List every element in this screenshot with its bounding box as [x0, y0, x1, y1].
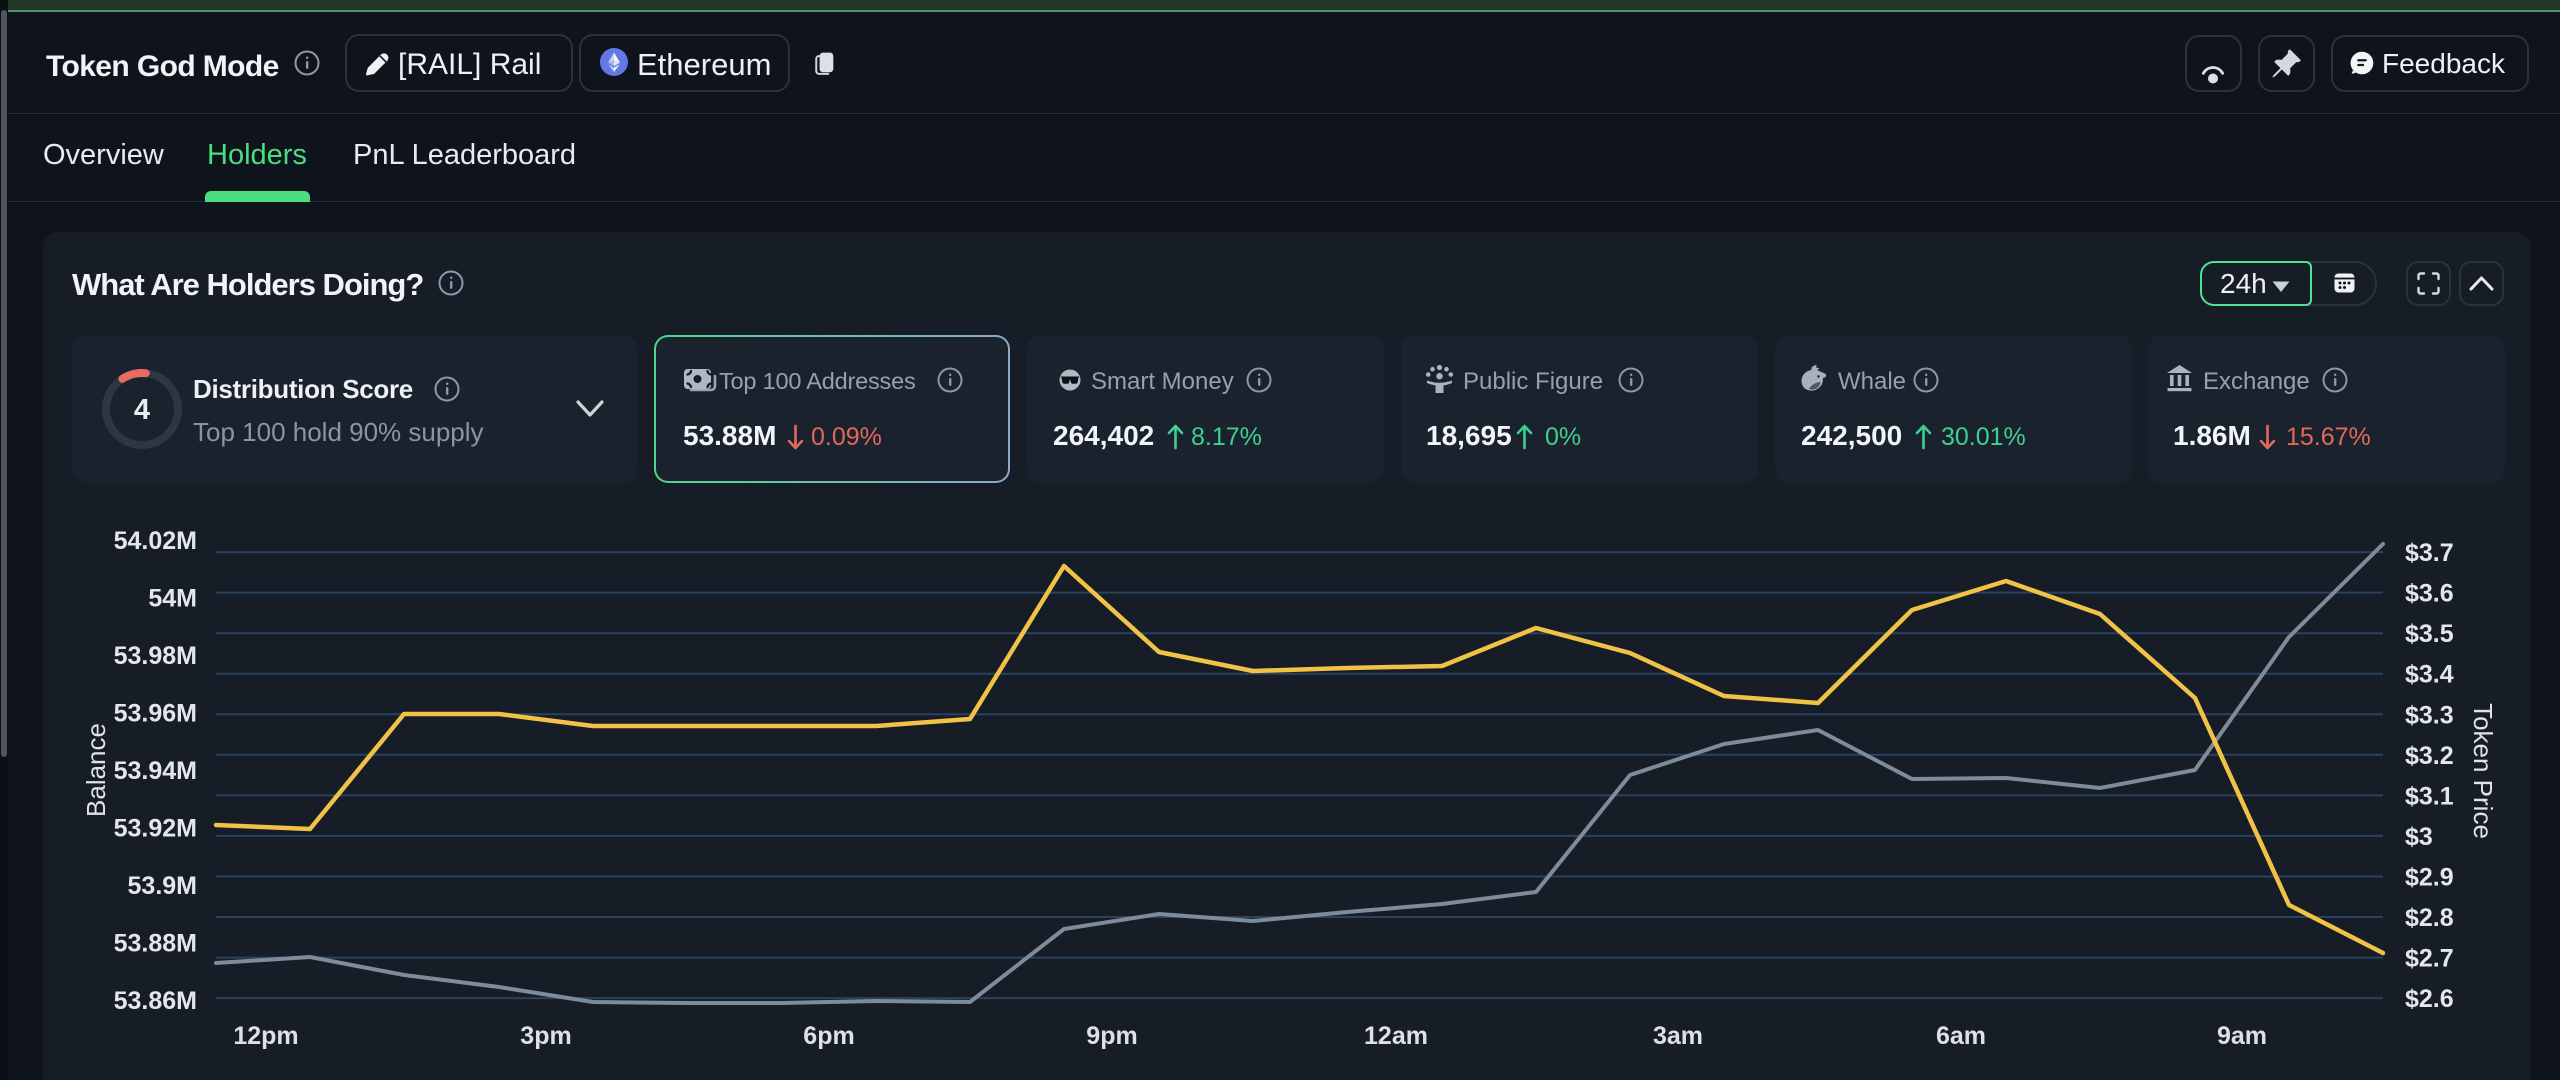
- svg-text:6pm: 6pm: [803, 1022, 854, 1050]
- svg-text:3pm: 3pm: [520, 1022, 571, 1050]
- svg-text:$3.2: $3.2: [2405, 742, 2454, 770]
- svg-text:53.86M: 53.86M: [114, 987, 197, 1015]
- svg-text:$3.6: $3.6: [2405, 580, 2454, 608]
- svg-text:$2.9: $2.9: [2405, 864, 2454, 892]
- svg-text:$3.3: $3.3: [2405, 701, 2454, 729]
- svg-text:$2.8: $2.8: [2405, 904, 2454, 932]
- svg-text:53.96M: 53.96M: [114, 700, 197, 728]
- svg-text:$3: $3: [2405, 823, 2433, 851]
- svg-text:Balance: Balance: [81, 723, 111, 817]
- svg-text:9am: 9am: [2217, 1022, 2267, 1050]
- svg-text:$2.7: $2.7: [2405, 945, 2454, 973]
- svg-text:$3.7: $3.7: [2405, 539, 2454, 567]
- svg-text:$3.4: $3.4: [2405, 661, 2454, 689]
- svg-text:9pm: 9pm: [1086, 1022, 1137, 1050]
- svg-text:53.98M: 53.98M: [114, 642, 197, 670]
- svg-text:$3.1: $3.1: [2405, 782, 2454, 810]
- svg-text:$2.6: $2.6: [2405, 985, 2454, 1013]
- svg-text:$3.5: $3.5: [2405, 620, 2454, 648]
- svg-text:3am: 3am: [1653, 1022, 1703, 1050]
- svg-text:4: 4: [134, 394, 150, 426]
- svg-text:53.9M: 53.9M: [128, 872, 197, 900]
- svg-text:Token Price: Token Price: [2468, 703, 2498, 839]
- svg-text:12pm: 12pm: [233, 1022, 298, 1050]
- svg-text:54.02M: 54.02M: [114, 527, 197, 555]
- svg-text:53.94M: 53.94M: [114, 757, 197, 785]
- svg-text:53.88M: 53.88M: [114, 930, 197, 958]
- svg-text:54M: 54M: [148, 585, 197, 613]
- svg-text:53.92M: 53.92M: [114, 815, 197, 843]
- svg-text:6am: 6am: [1936, 1022, 1986, 1050]
- svg-text:12am: 12am: [1364, 1022, 1428, 1050]
